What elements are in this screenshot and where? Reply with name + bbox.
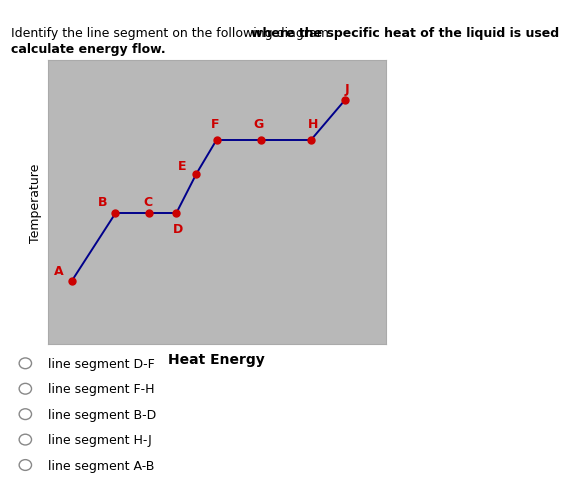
Text: E: E (178, 159, 186, 172)
Text: G: G (254, 118, 264, 131)
Text: where the specific heat of the liquid is used to: where the specific heat of the liquid is… (251, 27, 563, 40)
Text: J: J (345, 83, 349, 96)
Text: Identify the line segment on the following diagram: Identify the line segment on the followi… (11, 27, 333, 40)
Text: F: F (211, 118, 220, 131)
Text: line segment F-H: line segment F-H (48, 383, 154, 395)
Text: D: D (173, 223, 183, 236)
Text: line segment D-F: line segment D-F (48, 357, 155, 370)
Text: A: A (54, 264, 64, 277)
Text: line segment B-D: line segment B-D (48, 408, 156, 421)
Text: calculate energy flow.: calculate energy flow. (11, 43, 166, 56)
Text: C: C (143, 196, 152, 209)
Text: B: B (98, 196, 108, 209)
Text: line segment H-J: line segment H-J (48, 433, 151, 446)
X-axis label: Heat Energy: Heat Energy (168, 352, 265, 366)
Text: line segment A-B: line segment A-B (48, 459, 154, 471)
Y-axis label: Temperature: Temperature (29, 163, 42, 242)
Text: H: H (308, 118, 318, 131)
